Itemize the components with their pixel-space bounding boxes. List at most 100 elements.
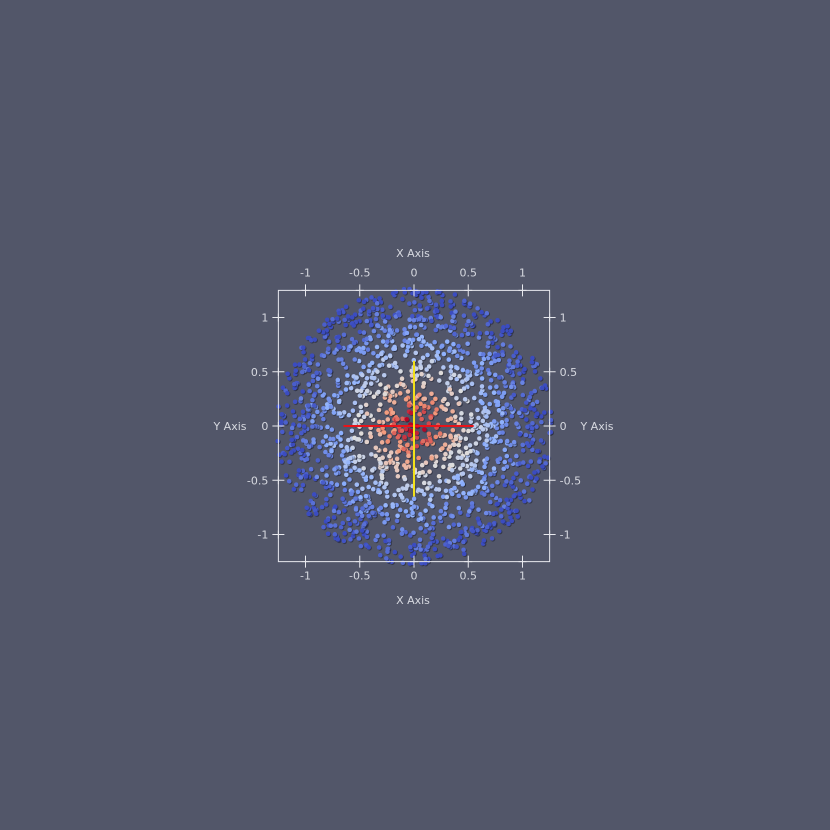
scatter-point: [422, 396, 428, 402]
scatter-point: [453, 414, 458, 420]
scatter-point: [347, 521, 353, 527]
scatter-point: [414, 435, 420, 440]
scatter-point: [279, 412, 284, 417]
scatter-point: [383, 355, 389, 361]
scatter-point: [495, 352, 501, 358]
scatter-point: [373, 316, 379, 322]
scatter-point: [529, 440, 535, 446]
scatter-point: [421, 317, 427, 323]
scatter-point: [392, 549, 398, 555]
scatter-point: [437, 515, 443, 520]
scatter-point: [387, 434, 392, 439]
scatter-point: [341, 538, 347, 544]
scatter-point: [349, 315, 355, 320]
scatter-point: [367, 500, 372, 506]
scatter-point: [429, 493, 434, 498]
scatter-point: [343, 322, 348, 328]
scatter-point: [358, 543, 364, 549]
scatter-point: [284, 445, 290, 451]
scatter-point: [440, 494, 446, 500]
scatter-point: [461, 428, 466, 433]
scatter-point: [494, 425, 500, 431]
scatter-point: [380, 307, 385, 313]
scatter-point: [299, 430, 304, 436]
scatter-point: [437, 431, 443, 436]
scatter-point: [418, 547, 423, 552]
scatter-point: [483, 510, 489, 516]
scatter-point: [499, 507, 504, 512]
scatter-point: [514, 471, 519, 476]
scatter-point: [395, 513, 400, 519]
scatter-point: [423, 460, 429, 466]
scatter-point: [523, 417, 529, 422]
scatter-point: [419, 343, 424, 349]
scatter-point: [300, 345, 306, 350]
scatter-point: [279, 422, 284, 428]
x-tick-label-top: 1: [519, 266, 526, 279]
scatter-point: [450, 409, 455, 414]
scatter-point: [399, 527, 405, 532]
scatter-point: [508, 406, 514, 411]
scatter-point: [421, 492, 427, 497]
scatter-point: [400, 343, 405, 348]
scatter-point: [324, 464, 329, 470]
scatter-point: [408, 410, 414, 416]
scatter-point: [455, 476, 461, 481]
scatter-point: [346, 516, 351, 522]
scatter-point: [495, 480, 500, 485]
scatter-point: [517, 461, 523, 466]
scatter-point: [341, 410, 347, 415]
scatter-point: [500, 352, 506, 358]
scatter-point: [543, 461, 548, 466]
scatter-point: [524, 481, 530, 486]
scatter-point: [532, 407, 537, 412]
scatter-point: [441, 351, 447, 357]
scatter-point: [456, 493, 462, 499]
scatter-point: [405, 459, 410, 464]
scatter-point: [369, 295, 374, 300]
scatter-point: [321, 416, 326, 422]
scatter-point: [386, 363, 392, 368]
scatter-point: [424, 306, 430, 311]
scatter-point: [506, 521, 511, 527]
scatter-point: [348, 385, 354, 391]
scatter-point: [384, 481, 389, 487]
scatter-point: [475, 484, 481, 490]
scatter-point: [470, 427, 475, 433]
scatter-point: [379, 475, 385, 481]
scatter-point: [504, 368, 510, 374]
scatter-point: [518, 478, 524, 483]
scatter-point: [285, 371, 290, 377]
scatter-point: [470, 528, 476, 534]
scatter-point: [390, 525, 396, 530]
scatter-point: [452, 538, 457, 544]
scatter-point: [385, 439, 391, 444]
scatter-point: [429, 391, 434, 397]
scatter-point: [361, 466, 366, 471]
scatter-point: [527, 498, 532, 503]
scatter-point: [463, 526, 468, 531]
scatter-point: [326, 452, 331, 458]
scatter-point: [315, 376, 321, 382]
scatter-point: [301, 349, 306, 355]
scatter-point: [369, 322, 374, 328]
scatter-point: [401, 382, 406, 388]
scatter-point: [383, 460, 389, 466]
scatter-point: [375, 353, 381, 359]
scatter-point: [405, 344, 411, 350]
scatter-point: [340, 520, 346, 526]
scatter-point: [306, 367, 312, 373]
scatter-point: [354, 482, 360, 487]
scatter-point: [397, 439, 403, 445]
scatter-point: [300, 389, 306, 394]
scatter-point: [391, 430, 397, 436]
scatter-point: [287, 459, 292, 465]
scatter-point: [300, 409, 306, 415]
scatter-point: [457, 373, 462, 379]
scatter-point: [368, 381, 374, 386]
scatter-point: [469, 381, 475, 387]
scatter-point: [502, 380, 507, 385]
scatter-point: [332, 467, 337, 472]
scatter-point: [509, 480, 514, 485]
